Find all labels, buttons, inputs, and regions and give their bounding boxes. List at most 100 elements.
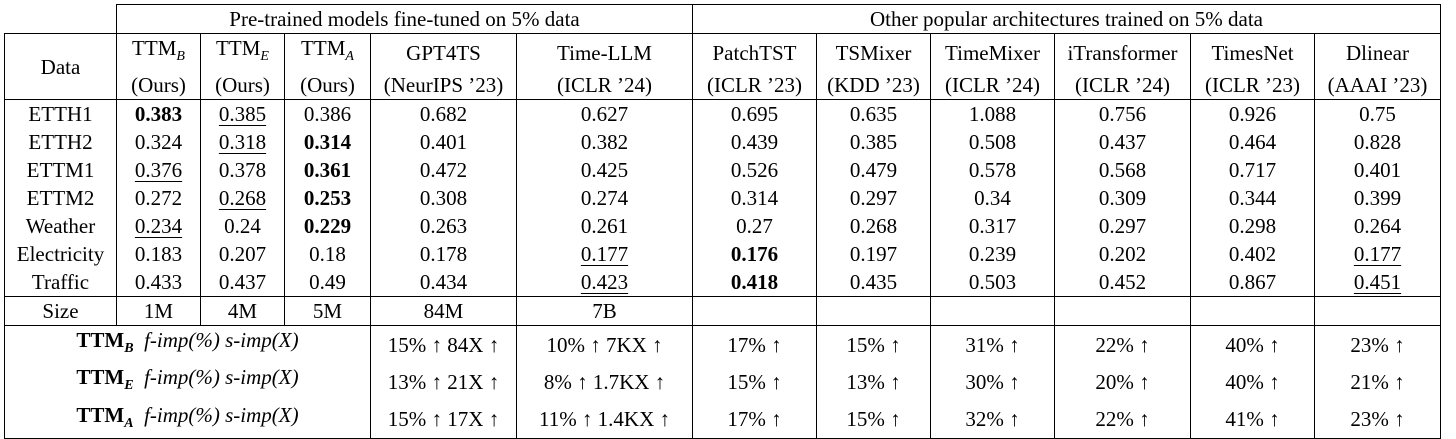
value-cell: 0.433: [116, 268, 201, 297]
value-cell: 0.314: [284, 128, 371, 157]
improvement-label: TTMB f-imp(%) s-imp(X): [4, 325, 371, 364]
value-cell: 0.178: [370, 240, 517, 269]
baseline-improvement: 41% ↑: [1190, 400, 1315, 439]
value-cell: 0.318: [200, 128, 285, 157]
value-cell: 0.239: [930, 240, 1055, 269]
model-name: TTME: [200, 33, 285, 72]
model-venue: (Ours): [284, 71, 371, 101]
model-venue: (ICLR ’23): [1190, 71, 1315, 101]
improvement-label: TTME f-imp(%) s-imp(X): [4, 363, 371, 401]
model-name: Time-LLM: [516, 33, 693, 72]
value-cell: 0.627: [516, 99, 693, 129]
improvement-rows: TTMB f-imp(%) s-imp(X) 15% ↑ 84X ↑ 10% ↑ 7…: [4, 325, 1441, 439]
value-cell: 0.297: [816, 184, 931, 213]
baseline-improvement: 31% ↑: [930, 325, 1055, 364]
baseline-improvement: 22% ↑: [1054, 400, 1191, 439]
value-cell: 0.926: [1190, 99, 1315, 129]
model-venue: (ICLR ’24): [516, 71, 693, 101]
baseline-improvement: 32% ↑: [930, 400, 1055, 439]
value-cell: 0.717: [1190, 156, 1315, 185]
data-rows: ETTH1 0.383 0.385 0.386 0.682 0.627 0.695 0.635…: [4, 99, 1441, 297]
gpt4ts-improvement: 15% ↑ 84X ↑: [370, 325, 517, 364]
value-cell: 0.828: [1314, 128, 1441, 157]
size-value: 84M: [370, 296, 517, 327]
group-ttm-header: Pre-trained models fine-tuned on 5% data: [116, 4, 693, 34]
value-cell: 0.263: [370, 212, 517, 241]
timellm-improvement: 8% ↑ 1.7KX ↑: [516, 363, 693, 401]
baseline-improvement: 15% ↑: [816, 325, 931, 364]
value-cell: 0.479: [816, 156, 931, 185]
table-row: ETTM1 0.376 0.378 0.361 0.472 0.425 0.526 0.479…: [4, 156, 1441, 185]
value-cell: 0.18: [284, 240, 371, 269]
value-cell: 0.177: [1314, 240, 1441, 269]
value-cell: 0.452: [1054, 268, 1191, 297]
baseline-improvement: 23% ↑: [1314, 400, 1441, 439]
value-cell: 0.317: [930, 212, 1055, 241]
value-cell: 0.264: [1314, 212, 1441, 241]
baseline-improvement: 40% ↑: [1190, 363, 1315, 401]
value-cell: 0.385: [816, 128, 931, 157]
table-row: Weather 0.234 0.24 0.229 0.263 0.261 0.27 0.268…: [4, 212, 1441, 241]
value-cell: 0.177: [516, 240, 693, 269]
model-venue: (AAAI ’23): [1314, 71, 1441, 101]
value-cell: 0.434: [370, 268, 517, 297]
improvement-row: TTME f-imp(%) s-imp(X) 13% ↑ 21X ↑ 8% ↑ 1.…: [4, 363, 1441, 401]
model-name: TTMB: [116, 33, 201, 72]
size-value: 5M: [284, 296, 371, 327]
value-cell: 0.451: [1314, 268, 1441, 297]
model-name: iTransformer: [1054, 33, 1191, 72]
value-cell: 0.437: [1054, 128, 1191, 157]
dataset-name: ETTH2: [4, 128, 117, 157]
value-cell: 0.309: [1054, 184, 1191, 213]
value-cell: 0.207: [200, 240, 285, 269]
table-row: ETTH2 0.324 0.318 0.314 0.401 0.382 0.439 0.385…: [4, 128, 1441, 157]
value-cell: 0.383: [116, 99, 201, 129]
venue-row: (Ours) (Ours) (Ours) (NeurIPS ’23) (ICLR…: [5, 71, 1441, 101]
size-value: 4M: [200, 296, 285, 327]
value-cell: 0.867: [1190, 268, 1315, 297]
baseline-improvement: 30% ↑: [930, 363, 1055, 401]
value-cell: 0.297: [1054, 212, 1191, 241]
baseline-improvement: 22% ↑: [1054, 325, 1191, 364]
value-cell: 0.682: [370, 99, 517, 129]
value-cell: 0.268: [200, 184, 285, 213]
value-cell: 0.274: [516, 184, 693, 213]
table-row: Traffic 0.433 0.437 0.49 0.434 0.423 0.418 0.43…: [4, 268, 1441, 297]
model-name: PatchTST: [692, 33, 817, 72]
value-cell: 0.526: [692, 156, 817, 185]
improvement-row: TTMA f-imp(%) s-imp(X) 15% ↑ 17X ↑ 11% ↑ 1…: [4, 400, 1441, 439]
value-cell: 0.635: [816, 99, 931, 129]
value-cell: 0.386: [284, 99, 371, 129]
value-cell: 0.229: [284, 212, 371, 241]
value-cell: 0.578: [930, 156, 1055, 185]
value-cell: 0.261: [516, 212, 693, 241]
size-value: [930, 296, 1055, 327]
size-row: Size 1M 4M 5M 84M 7B: [4, 296, 1441, 327]
value-cell: 0.308: [370, 184, 517, 213]
value-cell: 0.568: [1054, 156, 1191, 185]
value-cell: 0.183: [116, 240, 201, 269]
model-venue: (Ours): [200, 71, 285, 101]
value-cell: 0.253: [284, 184, 371, 213]
timellm-improvement: 10% ↑ 7KX ↑: [516, 325, 693, 364]
size-value: [1054, 296, 1191, 327]
baseline-improvement: 17% ↑: [692, 400, 817, 439]
size-value: 7B: [516, 296, 693, 327]
model-venue: (KDD ’23): [816, 71, 931, 101]
value-cell: 0.176: [692, 240, 817, 269]
model-venue: (ICLR ’23): [692, 71, 817, 101]
baseline-improvement: 21% ↑: [1314, 363, 1441, 401]
value-cell: 0.298: [1190, 212, 1315, 241]
dataset-name: Traffic: [4, 268, 117, 297]
size-value: [1190, 296, 1315, 327]
model-name: TimesNet: [1190, 33, 1315, 72]
size-value: [692, 296, 817, 327]
value-cell: 0.435: [816, 268, 931, 297]
value-cell: 1.088: [930, 99, 1055, 129]
baseline-improvement: 15% ↑: [692, 363, 817, 401]
improvement-row: TTMB f-imp(%) s-imp(X) 15% ↑ 84X ↑ 10% ↑ 7…: [4, 325, 1441, 364]
table-row: ETTM2 0.272 0.268 0.253 0.308 0.274 0.314 0.297…: [4, 184, 1441, 213]
value-cell: 0.324: [116, 128, 201, 157]
value-cell: 0.402: [1190, 240, 1315, 269]
model-name: TTMA: [284, 33, 371, 72]
